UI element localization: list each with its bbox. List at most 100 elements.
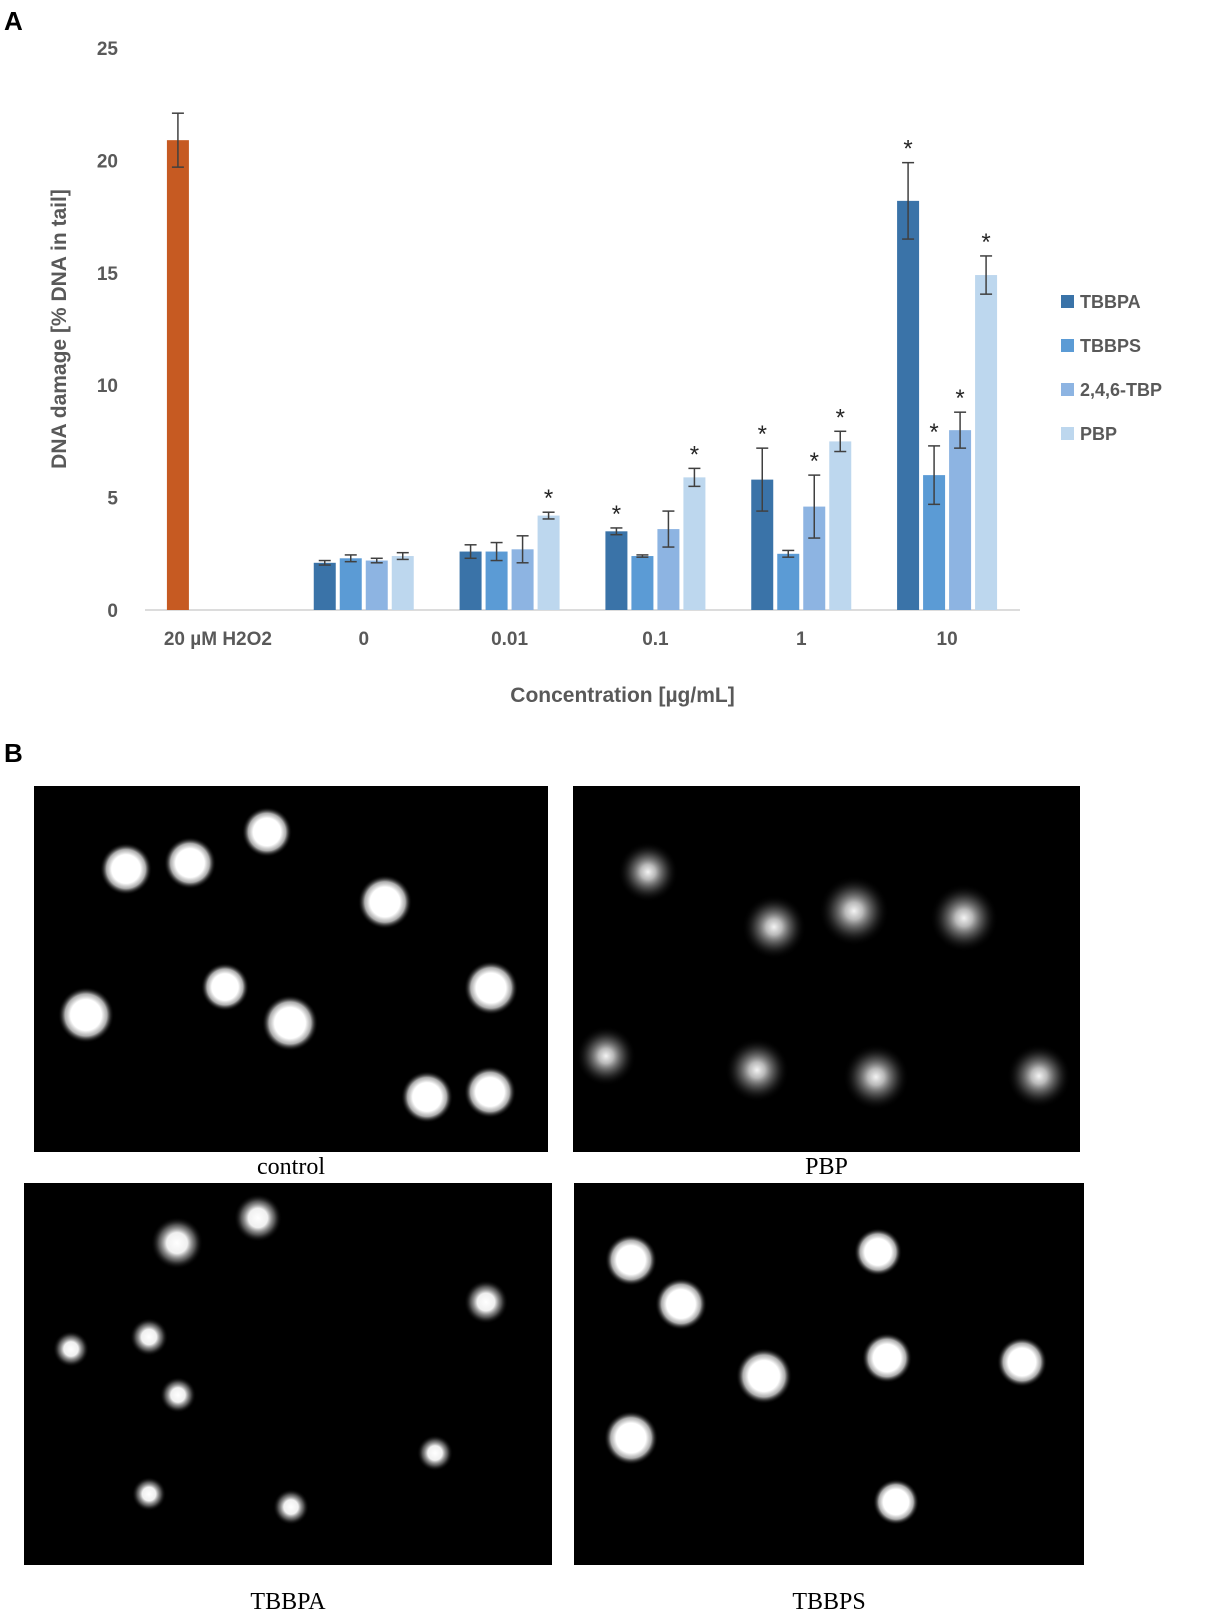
x-axis-title: Concentration [µg/mL] xyxy=(510,684,734,707)
y-tick-label: 15 xyxy=(97,264,119,285)
bar xyxy=(975,275,998,610)
nucleus xyxy=(997,1337,1047,1387)
nucleus xyxy=(576,1026,636,1086)
nucleus xyxy=(262,995,318,1051)
legend-label: TBBPA xyxy=(1080,292,1141,312)
significance-asterisk: * xyxy=(929,419,938,446)
micrograph-pbp-image xyxy=(576,842,1071,1110)
nucleus xyxy=(358,875,412,929)
bar-control xyxy=(166,140,189,610)
nucleus xyxy=(160,1377,196,1413)
bar xyxy=(459,551,482,610)
nucleus xyxy=(1007,1044,1071,1108)
bar xyxy=(683,477,706,610)
legend-swatch xyxy=(1061,295,1074,308)
bar xyxy=(949,430,972,610)
bar xyxy=(897,200,920,610)
nucleus xyxy=(201,963,249,1011)
nucleus xyxy=(655,1278,707,1330)
bar xyxy=(631,556,654,610)
significance-asterisk: * xyxy=(903,136,912,163)
nucleus xyxy=(151,1217,203,1269)
significance-asterisk: * xyxy=(836,404,845,431)
nucleus xyxy=(58,987,114,1043)
micrograph-control xyxy=(34,786,548,1152)
nucleus xyxy=(164,837,216,889)
bar xyxy=(829,441,852,610)
x-tick-label: 10 xyxy=(937,629,958,650)
bar xyxy=(391,556,414,610)
nucleus xyxy=(464,961,518,1015)
significance-asterisk: * xyxy=(612,501,621,528)
nucleus xyxy=(242,807,292,857)
panel-a-label: A xyxy=(4,6,23,36)
nucleus xyxy=(725,1038,789,1102)
x-tick-label: 1 xyxy=(796,629,807,650)
significance-asterisk: * xyxy=(810,448,819,475)
bar xyxy=(605,531,628,610)
nucleus xyxy=(736,1348,792,1404)
y-tick-label: 10 xyxy=(97,376,118,397)
nucleus xyxy=(234,1194,282,1242)
bar xyxy=(803,506,826,610)
bar xyxy=(365,560,388,610)
nucleus xyxy=(464,1066,516,1118)
y-tick-label: 25 xyxy=(97,39,119,60)
legend-label: PBP xyxy=(1080,424,1117,444)
bar xyxy=(511,549,534,610)
x-tick-label: 0 xyxy=(358,629,369,650)
bar xyxy=(657,529,680,610)
nucleus xyxy=(618,842,678,902)
significance-asterisk: * xyxy=(690,441,699,468)
legend-swatch xyxy=(1061,339,1074,352)
y-tick-label: 5 xyxy=(107,489,118,510)
y-tick-label: 0 xyxy=(107,601,118,622)
legend-swatch xyxy=(1061,427,1074,440)
nucleus xyxy=(605,1234,657,1286)
nucleus xyxy=(417,1435,453,1471)
micrograph-tbbps xyxy=(574,1183,1084,1565)
micrograph-tbbpa-image xyxy=(53,1194,508,1525)
caption-tbbpa: TBBPA xyxy=(250,1589,326,1615)
x-tick-label: 0.01 xyxy=(491,629,528,650)
x-tick-label: 20 µM H2O2 xyxy=(164,629,272,650)
nucleus xyxy=(862,1333,912,1383)
legend-label: 2,4,6-TBP xyxy=(1080,380,1162,400)
caption-control: control xyxy=(257,1154,325,1180)
bar xyxy=(777,553,800,610)
nucleus xyxy=(930,884,998,952)
nucleus xyxy=(53,1331,89,1367)
micrograph-control-image xyxy=(58,807,518,1123)
nucleus xyxy=(854,1228,902,1276)
legend-swatch xyxy=(1061,383,1074,396)
nucleus xyxy=(130,1318,168,1356)
bar xyxy=(313,562,336,610)
y-axis-title: DNA damage [% DNA in tail] xyxy=(48,189,71,469)
micrograph-tbbpa xyxy=(24,1183,552,1565)
significance-asterisk: * xyxy=(955,385,964,412)
micrograph-tbbps-image xyxy=(604,1228,1047,1525)
significance-asterisk: * xyxy=(981,229,990,256)
nucleus xyxy=(132,1477,166,1511)
bar xyxy=(339,558,362,610)
bar xyxy=(923,475,946,610)
nucleus xyxy=(742,895,806,959)
micrograph-pbp xyxy=(573,786,1080,1152)
bar xyxy=(537,515,560,610)
x-tick-label: 0.1 xyxy=(642,629,669,650)
nucleus xyxy=(843,1044,909,1110)
bar xyxy=(485,551,508,610)
significance-asterisk: * xyxy=(758,421,767,448)
panel-b-label: B xyxy=(4,738,23,768)
y-tick-label: 20 xyxy=(97,151,118,172)
nucleus xyxy=(819,876,889,946)
significance-asterisk: * xyxy=(544,485,553,512)
nucleus xyxy=(100,843,152,895)
caption-tbbps: TBBPS xyxy=(792,1589,866,1615)
nucleus xyxy=(873,1479,919,1525)
legend-label: TBBPS xyxy=(1080,336,1141,356)
nucleus xyxy=(604,1411,658,1465)
bar xyxy=(751,479,774,610)
nucleus xyxy=(464,1280,508,1324)
